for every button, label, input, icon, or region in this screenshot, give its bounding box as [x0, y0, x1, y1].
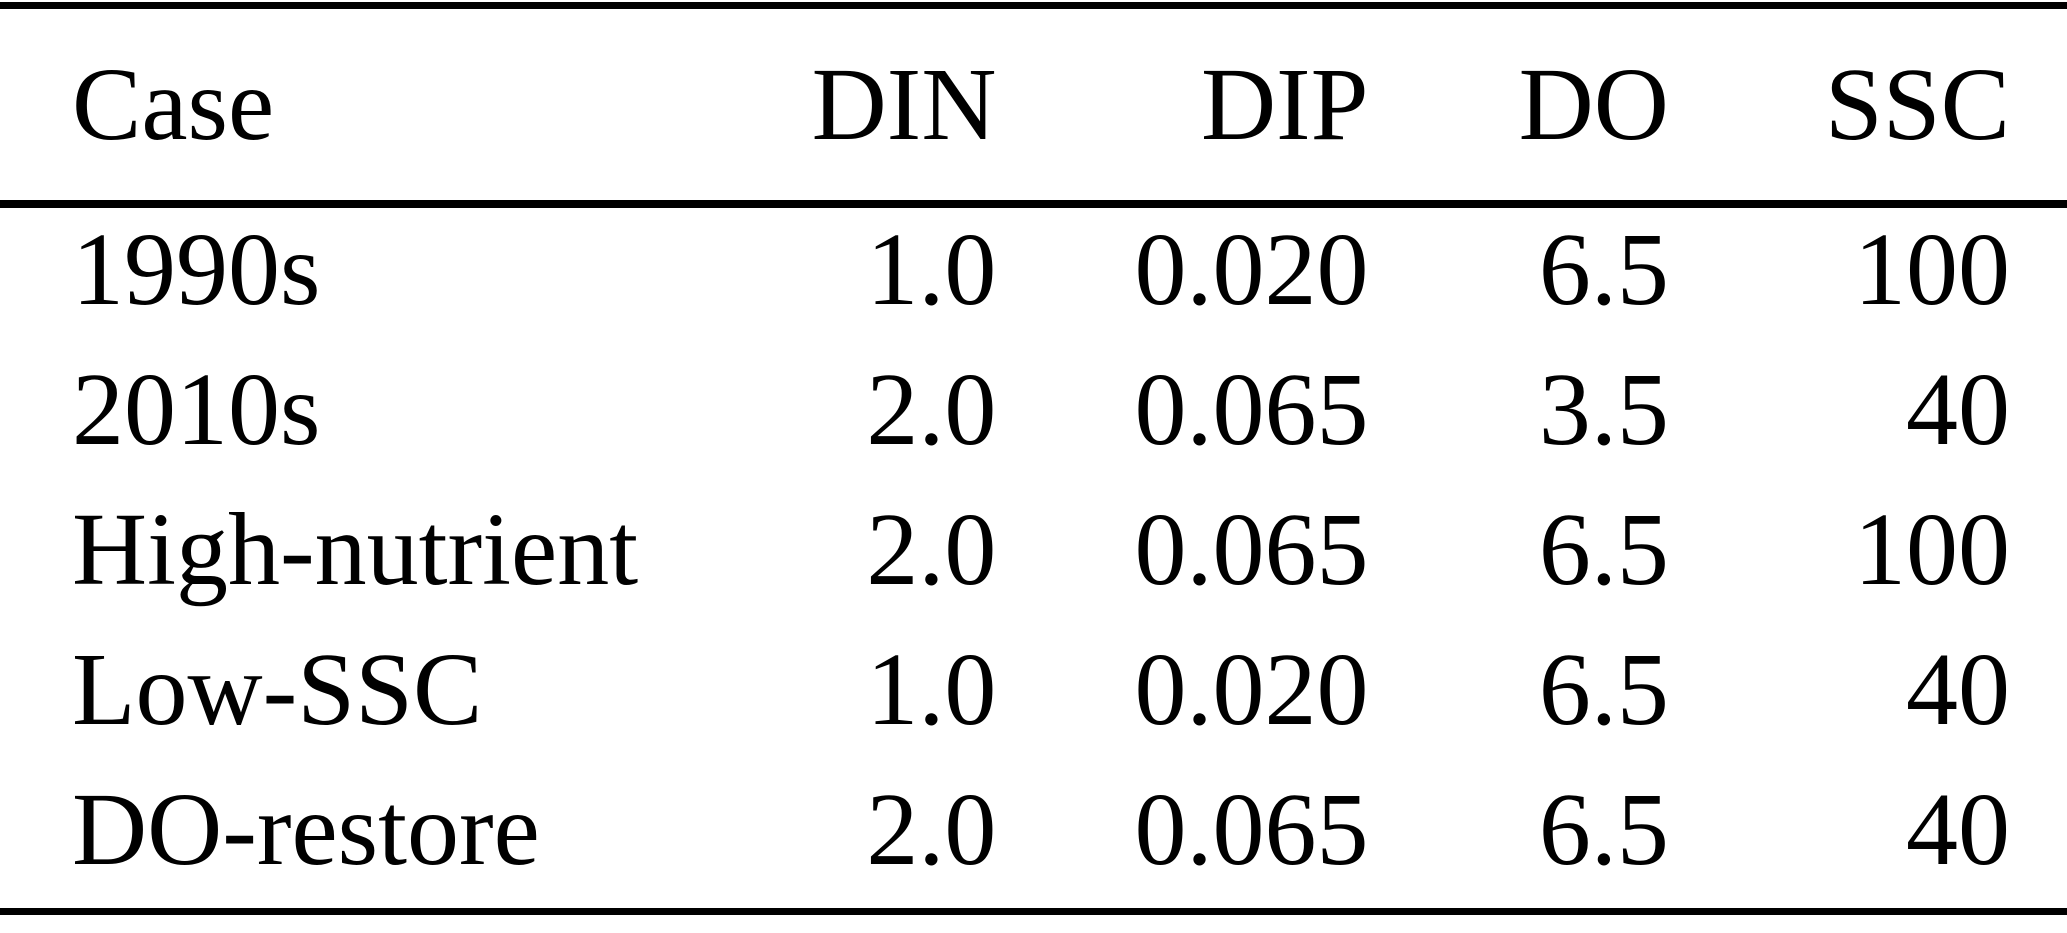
row-2010s-ssc: 40	[1905, 352, 2010, 467]
row-2010s-dip: 0.065	[1134, 352, 1369, 467]
row-high-nutrient-din: 2.0	[866, 492, 997, 607]
column-header-do: DO	[1518, 46, 1669, 162]
row-1990s-case: 1990s	[72, 212, 321, 327]
row-1990s-din: 1.0	[866, 212, 997, 327]
row-high-nutrient-dip: 0.065	[1134, 492, 1369, 607]
row-1990s-dip: 0.020	[1134, 212, 1369, 327]
table-header-rule	[0, 200, 2067, 208]
table-top-rule	[0, 2, 2067, 9]
row-2010s-do: 3.5	[1538, 352, 1669, 467]
row-low-ssc-ssc: 40	[1905, 632, 2010, 747]
row-high-nutrient-case: High-nutrient	[72, 492, 639, 607]
column-header-ssc: SSC	[1824, 46, 2010, 162]
column-header-dip: DIP	[1200, 46, 1369, 162]
row-1990s-ssc: 100	[1853, 212, 2010, 327]
row-high-nutrient-ssc: 100	[1853, 492, 2010, 607]
row-1990s-do: 6.5	[1538, 212, 1669, 327]
row-do-restore-din: 2.0	[866, 772, 997, 887]
table-bottom-rule	[0, 908, 2067, 915]
column-header-din: DIN	[811, 46, 997, 162]
row-high-nutrient-do: 6.5	[1538, 492, 1669, 607]
row-do-restore-do: 6.5	[1538, 772, 1669, 887]
row-do-restore-dip: 0.065	[1134, 772, 1369, 887]
row-low-ssc-dip: 0.020	[1134, 632, 1369, 747]
row-do-restore-case: DO-restore	[72, 772, 540, 887]
row-low-ssc-din: 1.0	[866, 632, 997, 747]
row-2010s-din: 2.0	[866, 352, 997, 467]
cases-table: Case DIN DIP DO SSC 1990s 1.0 0.020 6.5 …	[72, 9, 2010, 908]
column-header-case: Case	[72, 46, 275, 162]
row-low-ssc-do: 6.5	[1538, 632, 1669, 747]
row-do-restore-ssc: 40	[1905, 772, 2010, 887]
row-2010s-case: 2010s	[72, 352, 321, 467]
row-low-ssc-case: Low-SSC	[72, 632, 483, 747]
